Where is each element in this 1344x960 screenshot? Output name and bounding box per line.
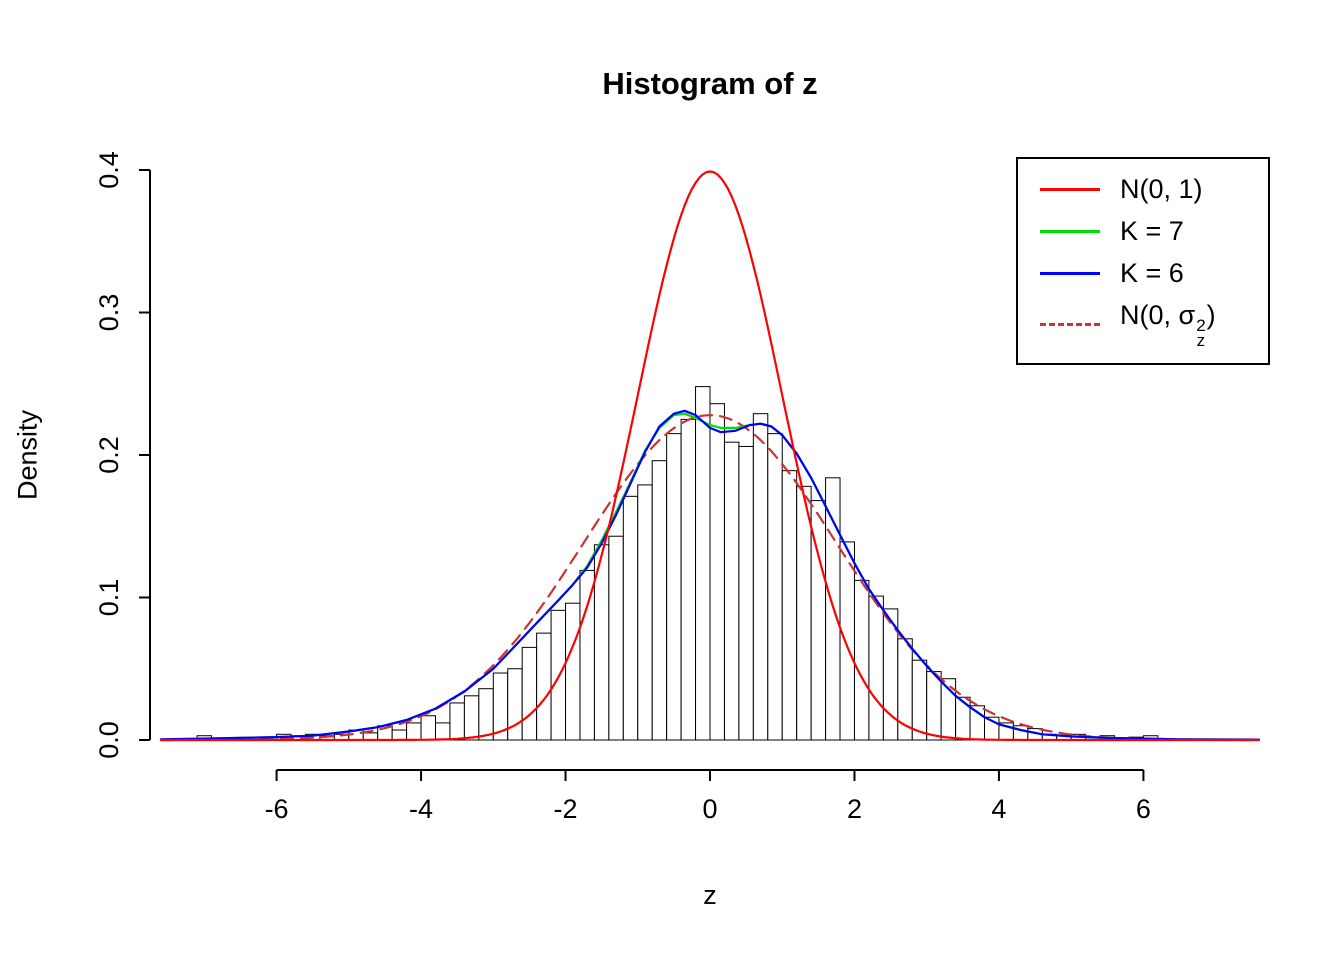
histogram-bar [738,445,754,741]
histogram-bar [608,535,624,741]
y-axis-label: Density [12,409,43,501]
x-tick-label: 0 [702,794,717,824]
histogram-bar [622,495,639,741]
chart-title: Histogram of z [602,66,818,101]
legend-label: N(0, σ 2 z) [1120,300,1216,350]
histogram-bar [868,595,884,741]
x-axis-label: z [703,880,717,910]
legend-expr-suffix: ) [1206,300,1216,331]
histogram-bar [420,715,437,741]
x-tick-label: -4 [409,794,433,824]
y-axis: 0.0 0.1 0.2 0.3 0.4 [94,151,151,759]
histogram-bar [406,722,422,741]
histogram-bar [955,696,971,741]
curve-n-0-sigma-z-2- [159,414,1261,742]
histogram-bar [839,541,855,741]
legend-entry: N(0, σ 2 z) [1040,300,1268,350]
x-axis: -6 -4 -2 0 2 4 6 [265,769,1151,824]
y-tick-label: 0.3 [94,294,124,332]
histogram-bar [666,433,682,741]
x-tick-label: -6 [265,794,289,824]
curve-k-6 [159,409,1261,741]
sigma-symbol: σ [1178,300,1196,331]
legend-label: K = 6 [1120,258,1184,289]
histogram-bar [449,702,465,741]
sigma-superscript: 2 [1196,316,1206,336]
density-curves [159,170,1261,742]
histogram-bar [796,485,812,741]
histogram-bar [651,460,668,741]
histogram-bar [463,695,480,741]
histogram-bar [680,418,697,741]
y-tick-label: 0.1 [94,579,124,617]
histogram-bar [565,602,581,741]
histogram-bar [752,413,769,741]
legend: N(0, 1) K = 7 K = 6 N(0, σ 2 z) [1016,157,1270,365]
legend-entry: K = 7 [1040,216,1268,247]
histogram-bar [478,688,494,741]
histogram-bar [709,403,725,741]
histogram-bar [911,659,928,741]
curve-n-0-1- [159,170,1261,742]
x-tick-label: 2 [847,794,862,824]
x-tick-label: 4 [991,794,1006,824]
histogram-bar [637,484,653,741]
histogram-bars [196,386,1159,741]
legend-entry: N(0, 1) [1040,174,1268,205]
histogram-bar [781,470,798,741]
x-tick-label: -2 [554,794,578,824]
legend-line-sample [1040,322,1100,326]
legend-label: K = 7 [1120,216,1184,247]
legend-line-sample [1040,230,1100,234]
histogram-bar [507,668,523,741]
histogram-bar [767,433,783,741]
legend-entry: K = 6 [1040,258,1268,289]
sigma-subscript: z [1196,330,1206,350]
histogram-bar [536,632,552,741]
histogram-bar [926,671,942,741]
legend-expr-prefix: N(0, [1120,300,1179,331]
x-tick-label: 6 [1136,794,1151,824]
histogram-bar [521,646,538,741]
histogram-bar [391,729,408,741]
histogram-bar [579,569,595,741]
legend-line-sample [1040,188,1100,192]
y-tick-label: 0.0 [94,721,124,759]
histogram-bar [853,579,870,741]
histogram-bar [695,386,711,741]
y-tick-label: 0.2 [94,436,124,474]
histogram-bar [435,722,451,741]
y-tick-label: 0.4 [94,151,124,189]
legend-line-sample [1040,272,1100,276]
histogram-bar [723,441,740,741]
legend-label: N(0, 1) [1120,174,1203,205]
